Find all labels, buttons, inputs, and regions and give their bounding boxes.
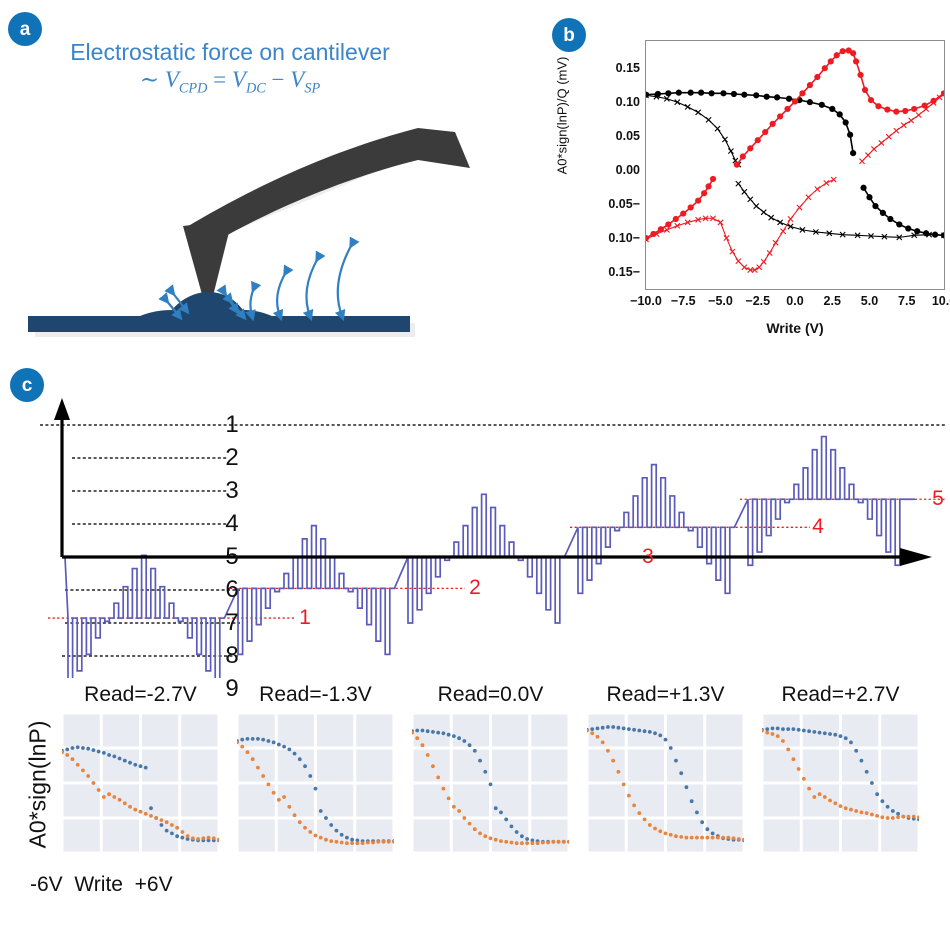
sample-substrate [28,292,410,332]
panel-b-x-tick: 5.0 [860,294,879,308]
panel-d-y-axis-label: A0*sign(lnP) [24,720,51,849]
subplot-title-0: Read=-2.7V [84,683,197,706]
panel-b-x-axis-label: Write (V) [766,320,824,336]
panel-b-x-tick: 0.0 [786,294,804,308]
subplot-title-3: Read=+1.3V [606,683,725,706]
subplot-svg-3 [585,711,746,855]
series-red-dots-lower [645,178,714,239]
subplot-4 [760,711,921,855]
panel-b-badge: b [552,18,586,52]
level-label-1: 1 [225,411,239,438]
v-cpd-symbol: VCPD [164,67,208,97]
level-label-9: 9 [225,675,239,702]
v-sp-symbol: VSP [290,67,321,97]
subplot-title-1: Read=-1.3V [259,683,372,706]
level-label-5: 5 [225,543,239,570]
subplot-3 [585,711,746,855]
panel-d-x-axis-label: -6V Write +6V [30,873,173,897]
panel-d-subplot-row: A0*sign(lnP) Read=-2.7V Read=-1.3V Read=0.… [0,683,950,925]
panel-a-formula: ∼ VCPD = VDC − VSP [30,66,430,98]
subplot-title-4: Read=+2.7V [781,683,900,706]
subplot-svg-2 [410,711,571,855]
red-level-label-4: 4 [812,515,824,539]
red-level-label-3: 3 [642,545,654,568]
x-label-right: +6V [134,873,173,896]
panel-a: a Electrostatic force on cantilever ∼ VC… [0,0,520,355]
level-label-2: 2 [225,444,239,471]
panel-b-y-axis-label: A0*sign(lnP)/Q (mV) [554,56,570,175]
panel-b-plot-frame [642,40,948,290]
panel-c-badge: c [10,368,44,402]
panel-b-x-tick: 10.0 [931,294,950,308]
panel-b-x-tick: −10.0 [630,294,662,308]
subplot-1 [235,711,396,855]
subplot-svg-1 [235,711,396,855]
red-level-label-2: 2 [469,576,481,600]
level-label-4: 4 [225,510,239,537]
level-label-8: 8 [225,642,239,669]
panel-a-caption: Electrostatic force on cantilever ∼ VCPD… [30,38,430,98]
x-label-mid: Write [74,873,123,896]
pulse-waveform [64,435,915,678]
panel-c: c 1 2 3 4 5 6 7 8 9 1 2 3 4 5 [0,358,950,702]
minus-symbol: − [271,67,285,93]
level-label-6: 6 [225,576,239,603]
tilde-symbol: ∼ [139,67,160,93]
level-label-7: 7 [225,609,239,636]
panel-b-x-tick: 2.5 [823,294,841,308]
x-label-left: -6V [30,873,63,896]
afm-cantilever [185,128,470,248]
panel-c-waveform-chart [40,398,945,678]
electrostatic-field-arrows [158,236,360,322]
panel-a-title: Electrostatic force on cantilever [70,39,390,65]
panel-b-chart [642,47,948,273]
subplot-svg-4 [760,711,921,855]
level-label-3: 3 [225,477,239,504]
series-red-crosses-lower [645,179,834,271]
c-y-axis-arrowhead [54,398,70,420]
equals-symbol: = [213,67,227,93]
red-level-label-5: 5 [932,487,944,511]
subplot-0 [60,711,221,855]
series-black-crosses-upper [645,94,739,165]
panel-b: b A0*sign(lnP)/Q (mV) −10.0 −7.5 −5.0 −2.5 0… [540,8,950,353]
subplot-2 [410,711,571,855]
subplot-title-2: Read=0.0V [437,683,544,706]
c-x-axis-arrowhead [900,548,932,566]
v-dc-symbol: VDC [231,67,266,97]
afm-tip [183,220,232,316]
panel-b-x-tick: −5.0 [708,294,733,308]
subplot-svg-0 [60,711,221,855]
panel-b-x-tick: 7.5 [898,294,916,308]
series-black-dots-upper [645,91,854,154]
afm-schematic [28,128,470,337]
series-black-dots-lower [862,187,945,237]
panel-b-x-tick: −2.5 [745,294,771,308]
red-level-label-1: 1 [299,606,311,630]
panel-a-badge: a [8,12,42,46]
panel-b-x-tick: −7.5 [670,294,696,308]
